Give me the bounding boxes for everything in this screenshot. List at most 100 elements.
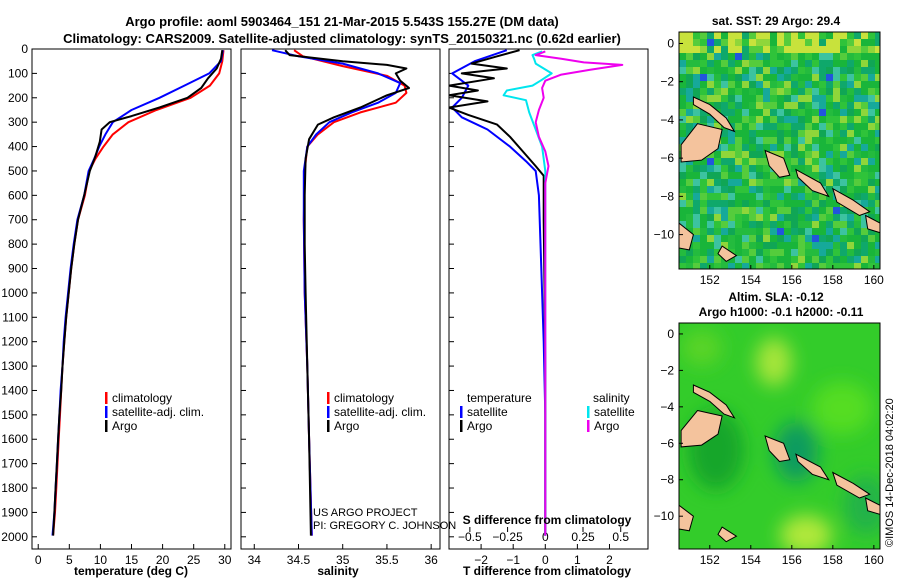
sst-cell [854, 256, 861, 263]
sst-cell [819, 39, 826, 46]
sst-cell [742, 256, 749, 263]
sst-cell [861, 214, 868, 221]
sst-cell [826, 53, 833, 60]
sst-cell [847, 32, 854, 39]
difference-legend: temperature satellite Argo salinity sate… [460, 391, 635, 433]
sla-map-lon-ticks: 152 154 156 158 160 [700, 545, 884, 567]
sst-cell [693, 81, 700, 88]
sst-cell [742, 95, 749, 102]
sst-cell [742, 46, 749, 53]
sst-cell [868, 179, 875, 186]
sst-cell [875, 32, 880, 39]
sst-cell [735, 200, 742, 207]
sst-cell [868, 39, 875, 46]
sst-cell [805, 130, 812, 137]
sst-cell [756, 207, 763, 214]
sst-cell [721, 81, 728, 88]
sst-cell [854, 235, 861, 242]
sst-cell [770, 221, 777, 228]
sst-cell [777, 67, 784, 74]
sst-cell [700, 165, 707, 172]
sst-cell [763, 137, 770, 144]
sst-cell [861, 95, 868, 102]
sst-cell [805, 214, 812, 221]
sst-cell [875, 116, 880, 123]
sst-cell [721, 263, 728, 269]
sst-cell [686, 109, 693, 116]
sst-cell [812, 214, 819, 221]
sst-cell [707, 81, 714, 88]
sst-cell [714, 186, 721, 193]
sst-cell [812, 123, 819, 130]
sst-cell [714, 67, 721, 74]
sla-map-frame [678, 322, 881, 550]
sst-cell [679, 137, 686, 144]
sst-cell [875, 74, 880, 81]
depth-tick-label: 1900 [1, 505, 28, 519]
sst-cell [777, 186, 784, 193]
sst-cell [840, 102, 847, 109]
sst-cell [798, 102, 805, 109]
sst-cell [770, 186, 777, 193]
sst-cell [749, 102, 756, 109]
lon-tick-label: 156 [782, 553, 802, 567]
sst-cell [735, 235, 742, 242]
sst-cell [791, 60, 798, 67]
sst-cell [777, 256, 784, 263]
sst-cell [868, 200, 875, 207]
sst-cell [791, 263, 798, 269]
sst-cell [735, 158, 742, 165]
land-mass [717, 526, 738, 543]
sst-cell [875, 214, 880, 221]
sst-cell [847, 144, 854, 151]
sst-cell [749, 53, 756, 60]
sst-cell [777, 228, 784, 235]
sst-cell [826, 109, 833, 116]
sst-cell [728, 221, 735, 228]
sst-cell [700, 214, 707, 221]
sst-cell [693, 67, 700, 74]
sst-cell [826, 263, 833, 269]
sst-cell [868, 172, 875, 179]
sst-cell [833, 242, 840, 249]
sst-cell [847, 95, 854, 102]
sst-cell [861, 228, 868, 235]
sst-cell [721, 165, 728, 172]
sst-cell [875, 102, 880, 109]
sst-cell [868, 214, 875, 221]
sst-cell [826, 186, 833, 193]
sst-cell [826, 214, 833, 221]
sst-cell [693, 172, 700, 179]
sst-cell [749, 207, 756, 214]
sst-cell [847, 165, 854, 172]
depth-tick-label: 0 [21, 42, 28, 56]
sst-cell [770, 74, 777, 81]
sst-cell [707, 200, 714, 207]
sst-cell [679, 214, 686, 221]
sst-cell [721, 74, 728, 81]
lat-tick-label: −8 [660, 189, 674, 203]
sst-cell [791, 207, 798, 214]
sst-cell [735, 144, 742, 151]
sst-cell [819, 221, 826, 228]
sst-cell [777, 102, 784, 109]
sst-cell [714, 179, 721, 186]
sst-cell [798, 256, 805, 263]
sla-blob-high [756, 338, 792, 386]
sst-cell [791, 109, 798, 116]
sst-cell [749, 256, 756, 263]
sst-cell [749, 228, 756, 235]
sst-cell [854, 116, 861, 123]
legend-swatch-argo [105, 420, 108, 432]
sst-cell [735, 228, 742, 235]
sst-cell [700, 186, 707, 193]
sst-cell [840, 88, 847, 95]
sst-cell [784, 200, 791, 207]
land-mass [679, 222, 694, 251]
sst-cell [798, 60, 805, 67]
sst-cell [805, 165, 812, 172]
project-note-line-2: PI: GREGORY C. JOHNSON [313, 520, 456, 532]
sst-cell [707, 179, 714, 186]
sst-cell [791, 256, 798, 263]
